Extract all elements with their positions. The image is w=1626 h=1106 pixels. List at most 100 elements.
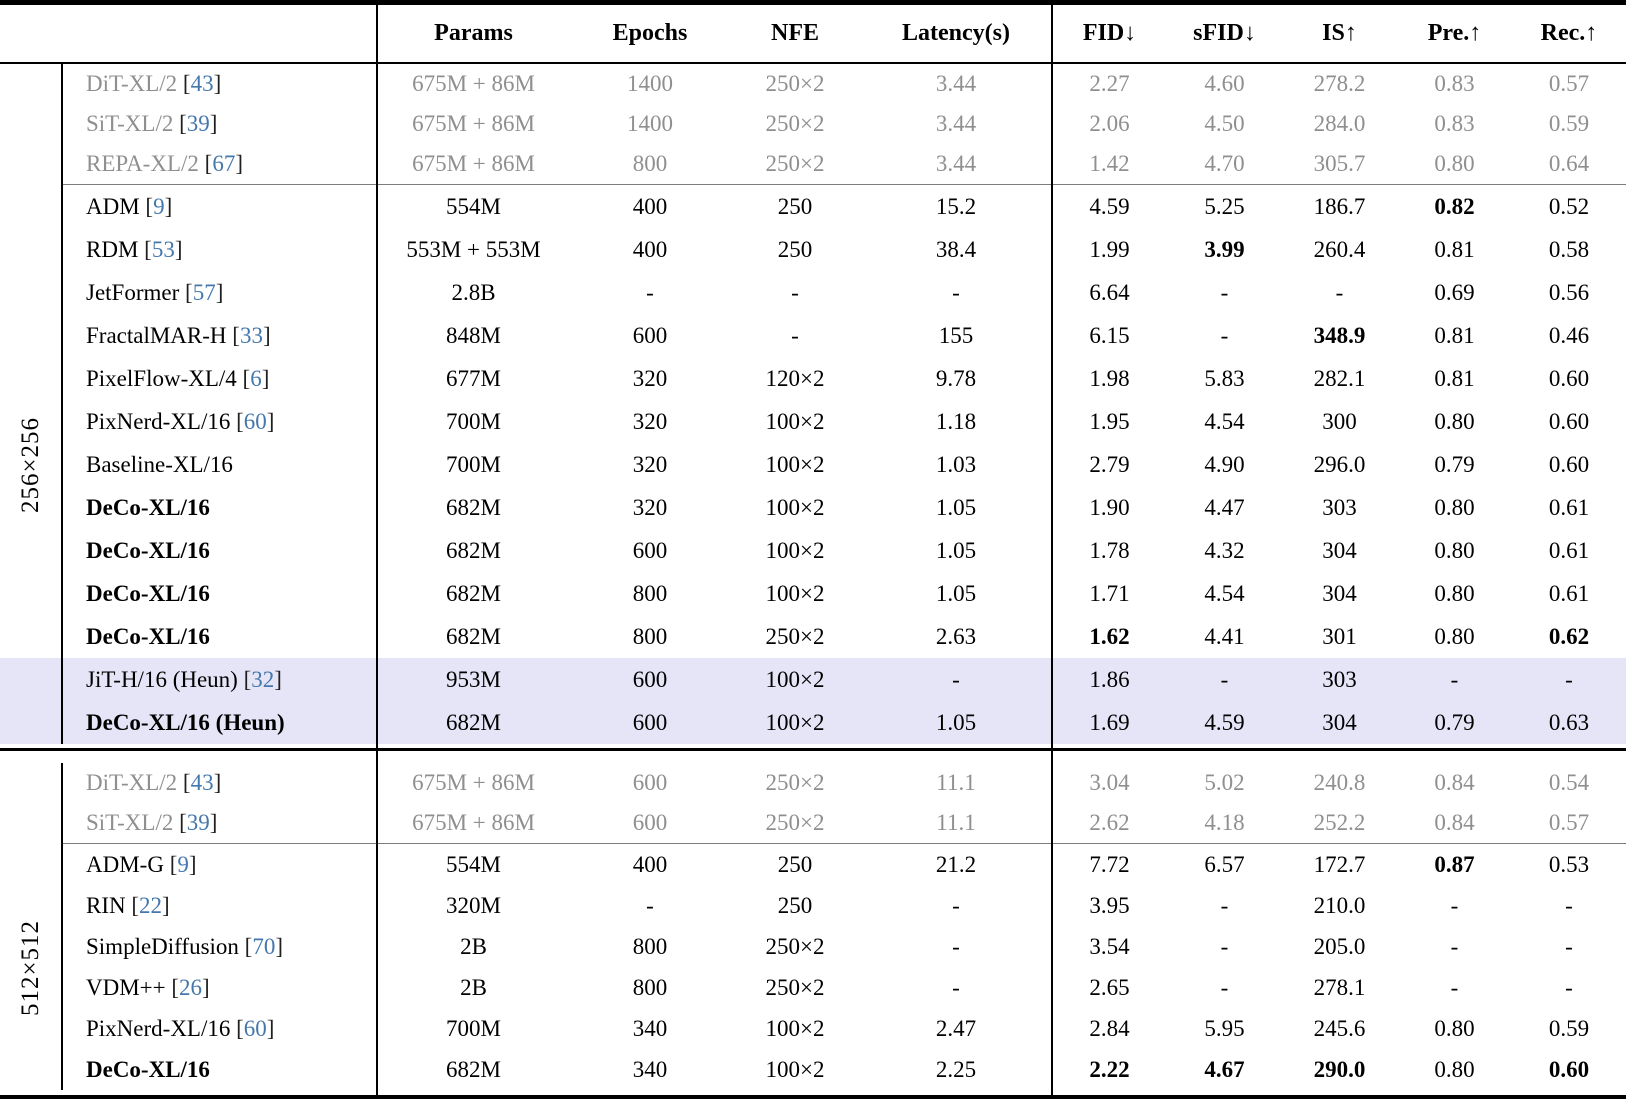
citation-bracket: [: [173, 810, 187, 835]
citation-link[interactable]: 39: [186, 111, 210, 136]
model-name: DeCo-XL/16: [86, 1056, 210, 1082]
cell-nfe: 120×2: [765, 365, 825, 391]
citation-bracket: ]: [274, 666, 282, 692]
cell-params: 700M: [446, 408, 501, 434]
cell-epochs: 800: [632, 623, 668, 649]
citation-bracket: ]: [174, 236, 183, 262]
citation-bracket: [: [138, 236, 152, 262]
cell-params: 682M: [446, 580, 501, 606]
cell-pre: 0.80: [1434, 494, 1475, 520]
cell-rec: 0.59: [1548, 1015, 1590, 1041]
citation-bracket: [: [226, 322, 240, 348]
citation-bracket: ]: [235, 151, 243, 176]
cell-epochs: 340: [632, 1056, 668, 1082]
citation-link[interactable]: 43: [190, 71, 214, 96]
cell-fid: 1.95: [1089, 408, 1130, 434]
citation-link[interactable]: 33: [239, 322, 263, 348]
mid-rule-256: [62, 184, 1626, 185]
cell-params: 700M: [446, 451, 501, 477]
cell-fid: 2.62: [1089, 810, 1130, 835]
citation-link[interactable]: 9: [153, 193, 165, 219]
cell-rec: 0.60: [1548, 365, 1590, 391]
cell-epochs: 600: [632, 537, 668, 563]
citation-link[interactable]: 67: [212, 151, 236, 176]
citation-link[interactable]: 60: [243, 408, 267, 434]
citation-link[interactable]: 57: [192, 279, 216, 305]
cell-epochs: 800: [632, 151, 668, 176]
citation-link[interactable]: 43: [190, 770, 214, 795]
cell-model: REPA-XL/2 [67]: [62, 151, 377, 177]
citation-link[interactable]: 6: [250, 365, 262, 391]
cell-model: DiT-XL/2 [43]: [62, 770, 377, 796]
cell-sfid: 5.25: [1204, 193, 1245, 219]
cell-epochs: 320: [632, 451, 668, 477]
model-name: ADM-G: [86, 851, 164, 877]
cell-sfid: 4.18: [1204, 810, 1245, 835]
citation-bracket: ]: [188, 851, 197, 877]
cell-pre: 0.80: [1434, 408, 1475, 434]
cell-sfid: 5.95: [1204, 1015, 1245, 1041]
citation-link[interactable]: 60: [243, 1015, 267, 1041]
cell-epochs: 320: [632, 494, 668, 520]
citation-link[interactable]: 22: [139, 892, 163, 918]
cell-latency: -: [952, 666, 960, 692]
cell-is: 290.0: [1313, 1056, 1366, 1082]
cell-rec: 0.61: [1548, 537, 1590, 563]
model-name: SimpleDiffusion: [86, 933, 239, 959]
cell-fid: 2.84: [1089, 1015, 1130, 1041]
cell-params: 675M + 86M: [412, 770, 535, 795]
cell-rec: 0.61: [1548, 494, 1590, 520]
cell-epochs: 600: [632, 770, 668, 795]
citation-bracket: ]: [213, 770, 222, 795]
table-row: PixelFlow-XL/4 [6] 677M 320 120×2 9.78 1.98 5.…: [0, 357, 1626, 400]
cell-latency: -: [952, 974, 960, 1000]
cell-is: 186.7: [1313, 193, 1366, 219]
cell-fid: 1.78: [1089, 537, 1130, 563]
citation-link[interactable]: 39: [186, 810, 210, 835]
cell-sfid: 4.70: [1204, 151, 1245, 176]
citation-bracket: ]: [266, 1015, 275, 1041]
cell-fid: 3.54: [1089, 933, 1130, 959]
cell-fid: 1.99: [1089, 236, 1130, 262]
cell-sfid: 4.67: [1204, 1056, 1245, 1082]
cell-rec: -: [1565, 892, 1573, 918]
bottom-rule: [0, 1095, 1626, 1099]
cell-latency: -: [952, 279, 960, 305]
cell-pre: 0.80: [1434, 1056, 1475, 1082]
cell-fid: 6.15: [1089, 322, 1130, 348]
cell-fid: 4.59: [1089, 193, 1130, 219]
cell-latency: 2.63: [935, 623, 977, 649]
cell-model: PixNerd-XL/16 [60]: [62, 409, 377, 435]
model-name: SiT-XL/2: [86, 111, 174, 136]
citation-link[interactable]: 53: [151, 236, 175, 262]
cell-rec: 0.52: [1548, 193, 1590, 219]
table-row: DiT-XL/2 [43] 675M + 86M 600 250×2 11.1 3.04 5…: [0, 763, 1626, 803]
table-row: DeCo-XL/16 (Heun) 682M 600 100×2 1.05 1.69 4.5…: [0, 701, 1626, 744]
cell-epochs: 800: [632, 580, 668, 606]
cell-is: 278.1: [1313, 974, 1366, 1000]
citation-link[interactable]: 70: [252, 933, 276, 959]
citation-link[interactable]: 9: [177, 851, 189, 877]
cell-epochs: 600: [632, 810, 668, 835]
section-256-gray-rows: DiT-XL/2 [43] 675M + 86M 1400 250×2 3.44 2.27…: [0, 64, 1626, 184]
vertical-rule-left-512: [61, 763, 63, 1090]
cell-params: 554M: [446, 851, 501, 877]
model-name: DeCo-XL/16: [86, 494, 210, 520]
citation-link[interactable]: 26: [179, 974, 203, 1000]
citation-bracket: [: [236, 365, 251, 391]
col-header-params: Params: [434, 20, 513, 46]
cell-pre: 0.80: [1434, 151, 1475, 176]
cell-is: 252.2: [1313, 810, 1366, 835]
model-name: SiT-XL/2: [86, 810, 174, 835]
citation-link[interactable]: 32: [251, 666, 275, 692]
table-row: DeCo-XL/16 682M 600 100×2 1.05 1.78 4.32 304 0.8…: [0, 529, 1626, 572]
cell-sfid: 4.50: [1204, 111, 1245, 136]
cell-params: 320M: [446, 892, 501, 918]
top-rule: [0, 0, 1626, 5]
cell-fid: 2.22: [1089, 1056, 1130, 1082]
cell-model: SiT-XL/2 [39]: [62, 810, 377, 836]
cell-model: DeCo-XL/16: [62, 624, 377, 650]
cell-sfid: -: [1220, 279, 1229, 305]
row-group-label-256: 256×256: [0, 185, 62, 744]
cell-model: ADM-G [9]: [62, 852, 377, 878]
